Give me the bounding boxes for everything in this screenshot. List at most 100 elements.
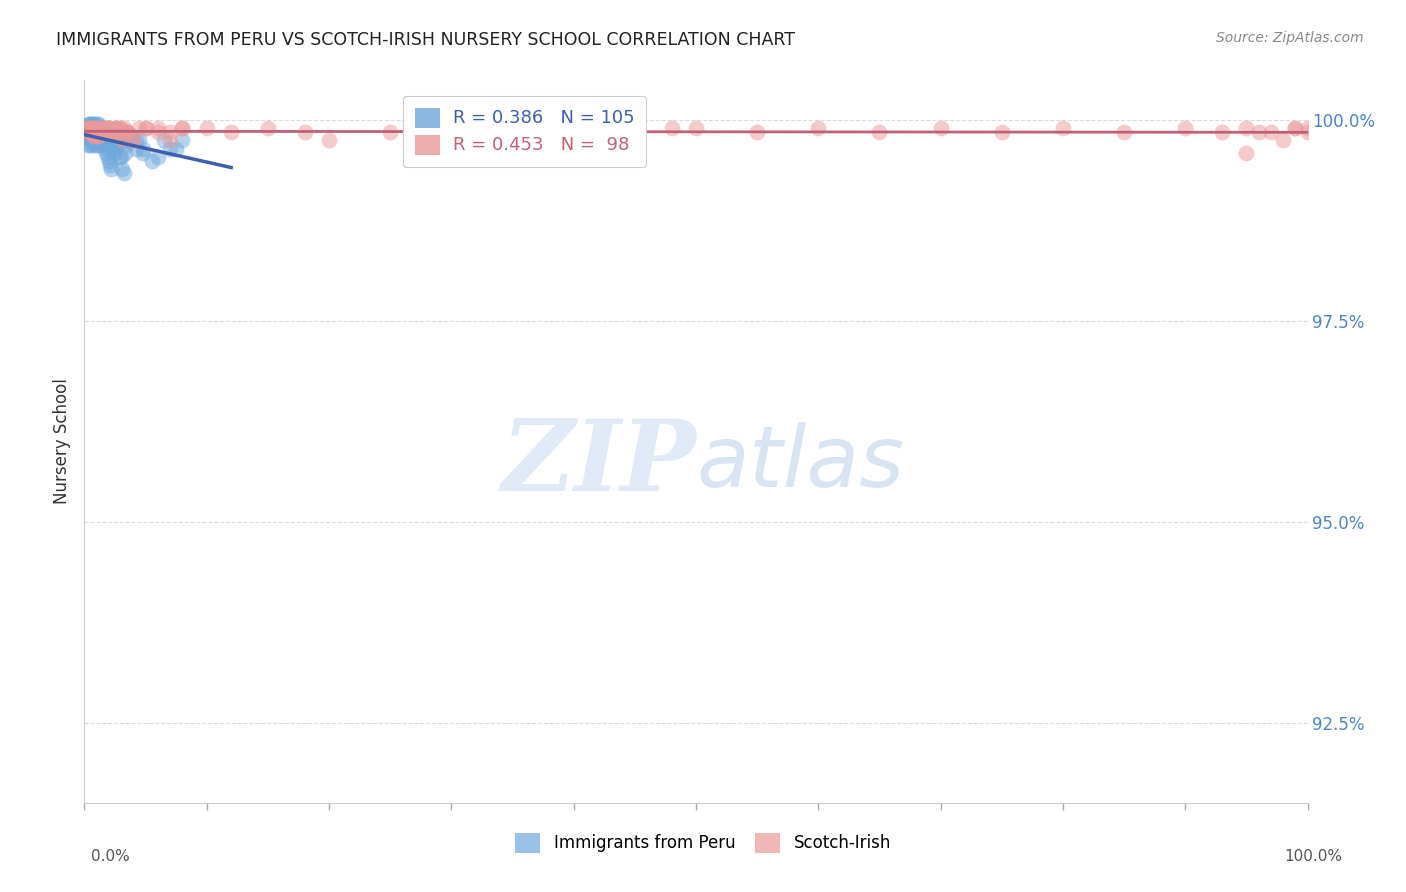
Point <box>83 129 105 144</box>
Point <box>79 125 101 139</box>
Point <box>91 125 114 139</box>
Point <box>77 121 100 136</box>
Point <box>107 121 129 136</box>
Point <box>165 142 187 156</box>
Point <box>94 121 117 136</box>
Point <box>77 117 100 131</box>
Point <box>1211 125 1233 139</box>
Point <box>122 133 145 147</box>
Point <box>159 142 181 156</box>
Point <box>111 133 134 147</box>
Point <box>83 133 105 147</box>
Point <box>991 125 1014 139</box>
Point <box>89 125 111 139</box>
Point <box>112 133 135 147</box>
Point <box>97 125 120 139</box>
Point <box>94 133 117 147</box>
Point <box>83 121 105 136</box>
Point <box>96 145 118 160</box>
Point <box>122 133 145 147</box>
Point <box>86 117 108 131</box>
Text: IMMIGRANTS FROM PERU VS SCOTCH-IRISH NURSERY SCHOOL CORRELATION CHART: IMMIGRANTS FROM PERU VS SCOTCH-IRISH NUR… <box>56 31 796 49</box>
Point <box>104 133 127 147</box>
Point <box>586 125 609 139</box>
Point <box>94 142 117 156</box>
Point <box>83 121 105 136</box>
Point <box>125 142 148 156</box>
Point <box>132 142 155 156</box>
Point <box>87 129 110 144</box>
Point <box>159 125 181 139</box>
Point <box>82 133 104 147</box>
Point <box>103 125 125 139</box>
Point <box>97 121 120 136</box>
Point <box>219 125 242 139</box>
Point <box>86 133 108 147</box>
Point <box>110 149 132 163</box>
Point <box>1284 121 1306 136</box>
Point <box>84 121 107 136</box>
Point <box>80 125 103 139</box>
Point <box>98 125 121 139</box>
Point <box>101 133 124 147</box>
Text: 0.0%: 0.0% <box>91 849 131 863</box>
Point <box>82 125 104 139</box>
Point <box>90 121 112 136</box>
Point <box>101 137 124 152</box>
Point <box>87 129 110 144</box>
Point <box>94 129 117 144</box>
Point <box>117 133 139 147</box>
Point <box>94 121 117 136</box>
Point <box>153 133 176 147</box>
Point <box>83 117 105 131</box>
Point <box>195 121 218 136</box>
Point <box>76 129 98 144</box>
Point <box>96 133 118 147</box>
Point <box>257 121 280 136</box>
Point <box>110 125 132 139</box>
Point <box>1247 125 1270 139</box>
Point <box>82 129 104 144</box>
Point <box>502 125 524 139</box>
Point <box>105 137 128 152</box>
Point <box>84 125 107 139</box>
Point <box>380 125 402 139</box>
Point <box>661 121 683 136</box>
Point <box>93 133 115 147</box>
Point <box>1296 125 1319 139</box>
Point <box>1174 121 1197 136</box>
Point <box>100 125 122 139</box>
Point <box>115 125 138 139</box>
Point <box>77 129 100 144</box>
Point <box>79 125 101 139</box>
Point <box>98 157 121 171</box>
Point <box>105 125 128 139</box>
Point <box>110 133 132 147</box>
Point <box>87 125 110 139</box>
Point <box>114 125 136 139</box>
Point <box>87 121 110 136</box>
Point <box>77 129 100 144</box>
Point <box>84 121 107 136</box>
Point <box>1284 121 1306 136</box>
Point <box>172 121 194 136</box>
Point <box>440 121 463 136</box>
Point <box>747 125 769 139</box>
Point <box>89 133 111 147</box>
Point <box>112 121 135 136</box>
Text: atlas: atlas <box>696 422 904 505</box>
Point <box>685 121 707 136</box>
Point <box>128 133 150 147</box>
Point <box>86 121 108 136</box>
Point <box>97 121 120 136</box>
Point <box>93 121 115 136</box>
Point <box>84 129 107 144</box>
Point <box>93 125 115 139</box>
Point <box>91 133 114 147</box>
Point <box>122 133 145 147</box>
Point <box>79 121 101 136</box>
Point <box>108 149 131 163</box>
Point <box>115 125 138 139</box>
Point <box>624 125 647 139</box>
Point <box>77 121 100 136</box>
